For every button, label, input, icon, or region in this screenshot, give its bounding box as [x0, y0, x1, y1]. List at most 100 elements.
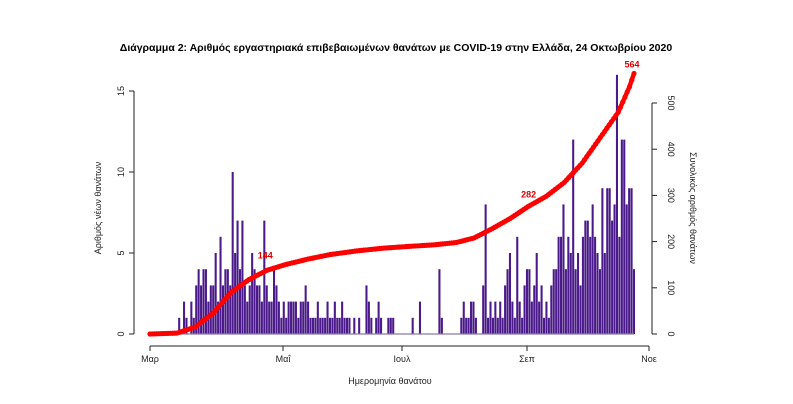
bar — [392, 317, 395, 334]
x-axis-title: Ημερομηνία θανάτου — [348, 376, 432, 386]
bar — [460, 317, 463, 334]
bar — [370, 317, 373, 334]
bar — [579, 285, 582, 334]
x-tick-label: Μαΐ — [276, 354, 292, 364]
bar — [569, 253, 572, 334]
bar — [178, 317, 181, 334]
bar — [307, 301, 310, 334]
bar — [525, 269, 529, 334]
bar — [618, 236, 621, 334]
bar — [596, 253, 599, 334]
bar — [581, 236, 584, 334]
bar — [567, 236, 570, 334]
bar — [389, 317, 392, 334]
y2-tick-label: 0 — [666, 331, 676, 336]
bar — [438, 269, 441, 334]
y-tick-label: 5 — [116, 250, 126, 255]
bar — [202, 269, 205, 334]
bar — [462, 301, 465, 334]
bar — [226, 269, 229, 334]
bar — [591, 204, 594, 334]
bar — [545, 301, 548, 334]
bar — [540, 285, 543, 334]
bar — [598, 269, 601, 334]
bar — [387, 317, 390, 334]
bar — [260, 301, 263, 334]
bar — [241, 220, 244, 334]
bar — [309, 317, 312, 334]
bar — [197, 269, 200, 334]
bar — [258, 285, 261, 334]
bar — [290, 301, 293, 334]
bar — [287, 301, 290, 334]
bar — [555, 269, 558, 334]
bar — [470, 301, 473, 334]
bar — [472, 301, 475, 334]
bar — [504, 285, 507, 334]
bar — [603, 253, 606, 334]
bar — [324, 317, 327, 334]
bar — [246, 301, 249, 334]
bar — [297, 317, 300, 334]
bar — [190, 301, 193, 334]
bar — [229, 285, 232, 334]
bar — [572, 139, 575, 334]
bar — [263, 220, 266, 334]
bar — [489, 301, 492, 334]
bar — [236, 220, 239, 334]
bar — [601, 188, 604, 334]
bar — [550, 285, 553, 334]
bar — [209, 285, 212, 334]
annotation-label: 144 — [258, 251, 273, 261]
bar — [345, 317, 349, 334]
bar — [474, 317, 477, 334]
bar — [375, 317, 378, 334]
bar — [275, 285, 278, 334]
x-tick-label: Σεπ — [519, 354, 535, 364]
bar — [584, 220, 587, 334]
bar — [613, 204, 616, 334]
chart-title: Διάγραμμα 2: Αριθμός εργαστηριακά επιβεβ… — [120, 42, 673, 54]
bar — [518, 301, 521, 334]
bar — [491, 317, 494, 334]
bar — [217, 301, 220, 334]
bar — [560, 236, 563, 334]
y2-tick-label: 300 — [666, 188, 676, 203]
bar — [195, 285, 198, 334]
bar — [231, 172, 234, 334]
bar — [185, 317, 188, 334]
bar — [501, 317, 504, 334]
bar — [623, 139, 626, 334]
bar — [608, 188, 611, 334]
bar — [367, 301, 370, 334]
bar — [200, 285, 203, 334]
bar — [255, 285, 259, 334]
bar — [268, 301, 271, 334]
y2-tick-label: 400 — [666, 142, 676, 157]
axes: 0 5 10 15 0 100 200 300 400 500 Μαρ Μαΐ Ιουλ Σεπ Νοε — [116, 86, 676, 364]
bar — [353, 317, 356, 334]
bar — [314, 317, 317, 334]
bar — [358, 317, 361, 334]
bar — [302, 301, 305, 334]
bar — [248, 285, 251, 334]
bar — [377, 301, 380, 334]
y2-tick-label: 200 — [666, 234, 676, 249]
bar — [589, 236, 592, 334]
bar — [594, 236, 597, 334]
bar — [299, 301, 302, 334]
bar — [321, 317, 324, 334]
bar — [577, 253, 580, 334]
cumulative-point — [615, 109, 621, 115]
bar — [523, 285, 526, 334]
bar — [328, 317, 332, 334]
bar — [487, 317, 490, 334]
cumulative-point — [617, 104, 624, 110]
bar — [528, 269, 531, 334]
bar — [238, 269, 242, 334]
bar — [615, 74, 619, 335]
annotation-label: 564 — [624, 59, 639, 69]
bar — [499, 301, 502, 334]
annotation-label: 282 — [521, 190, 536, 200]
bar — [253, 269, 256, 334]
